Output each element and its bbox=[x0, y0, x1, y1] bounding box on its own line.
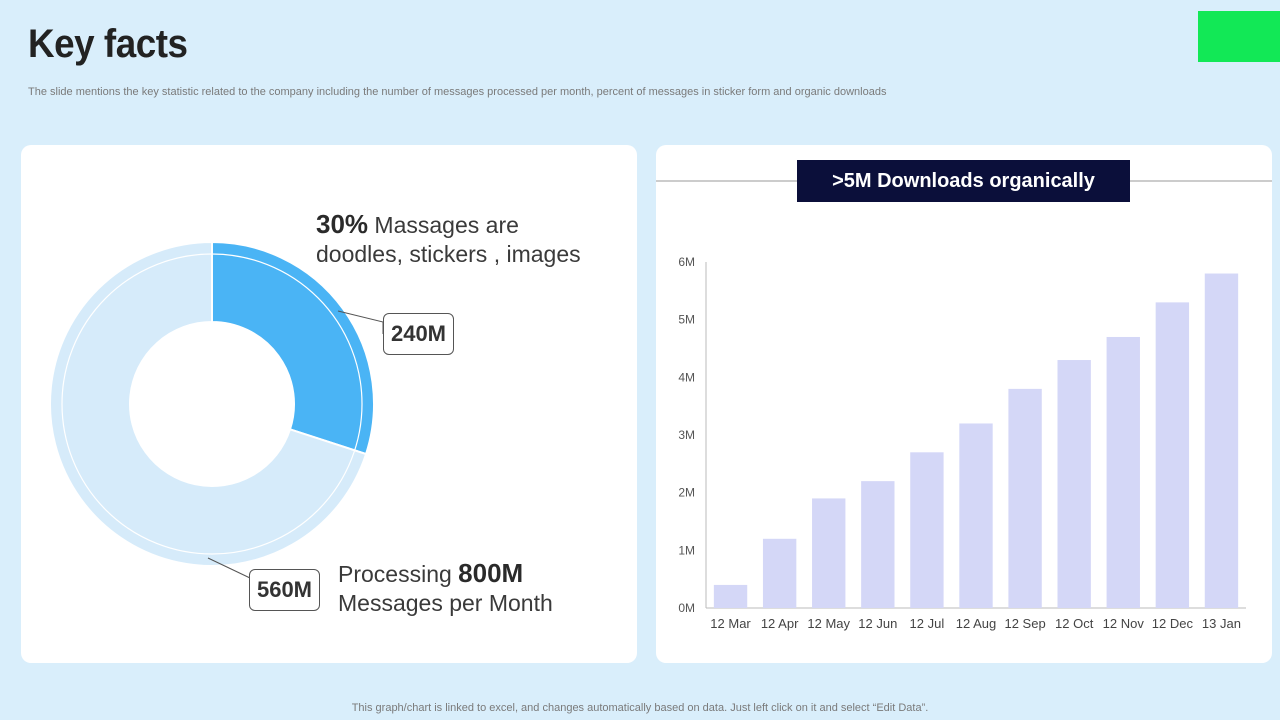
donut-label-560m: 560M bbox=[249, 569, 320, 611]
callout-processing: Processing 800M Messages per Month bbox=[338, 559, 553, 618]
callout-stickers: 30% Massages are doodles, stickers , ima… bbox=[316, 210, 581, 269]
bar-chart-panel bbox=[656, 145, 1272, 663]
processing-value: 800M bbox=[458, 558, 524, 588]
processing-prefix: Processing bbox=[338, 561, 459, 587]
stickers-text-1: Massages are bbox=[368, 212, 519, 238]
stickers-text-2: doodles, stickers , images bbox=[316, 241, 581, 267]
slide-subtitle: The slide mentions the key statistic rel… bbox=[28, 86, 887, 98]
footer-note: This graph/chart is linked to excel, and… bbox=[351, 702, 929, 714]
slide-title: Key facts bbox=[28, 22, 188, 66]
processing-text-2: Messages per Month bbox=[338, 590, 553, 616]
accent-block bbox=[1198, 11, 1280, 62]
donut-label-240m: 240M bbox=[383, 313, 454, 355]
stickers-percent: 30% bbox=[316, 209, 369, 239]
downloads-banner: >5M Downloads organically bbox=[797, 160, 1130, 202]
